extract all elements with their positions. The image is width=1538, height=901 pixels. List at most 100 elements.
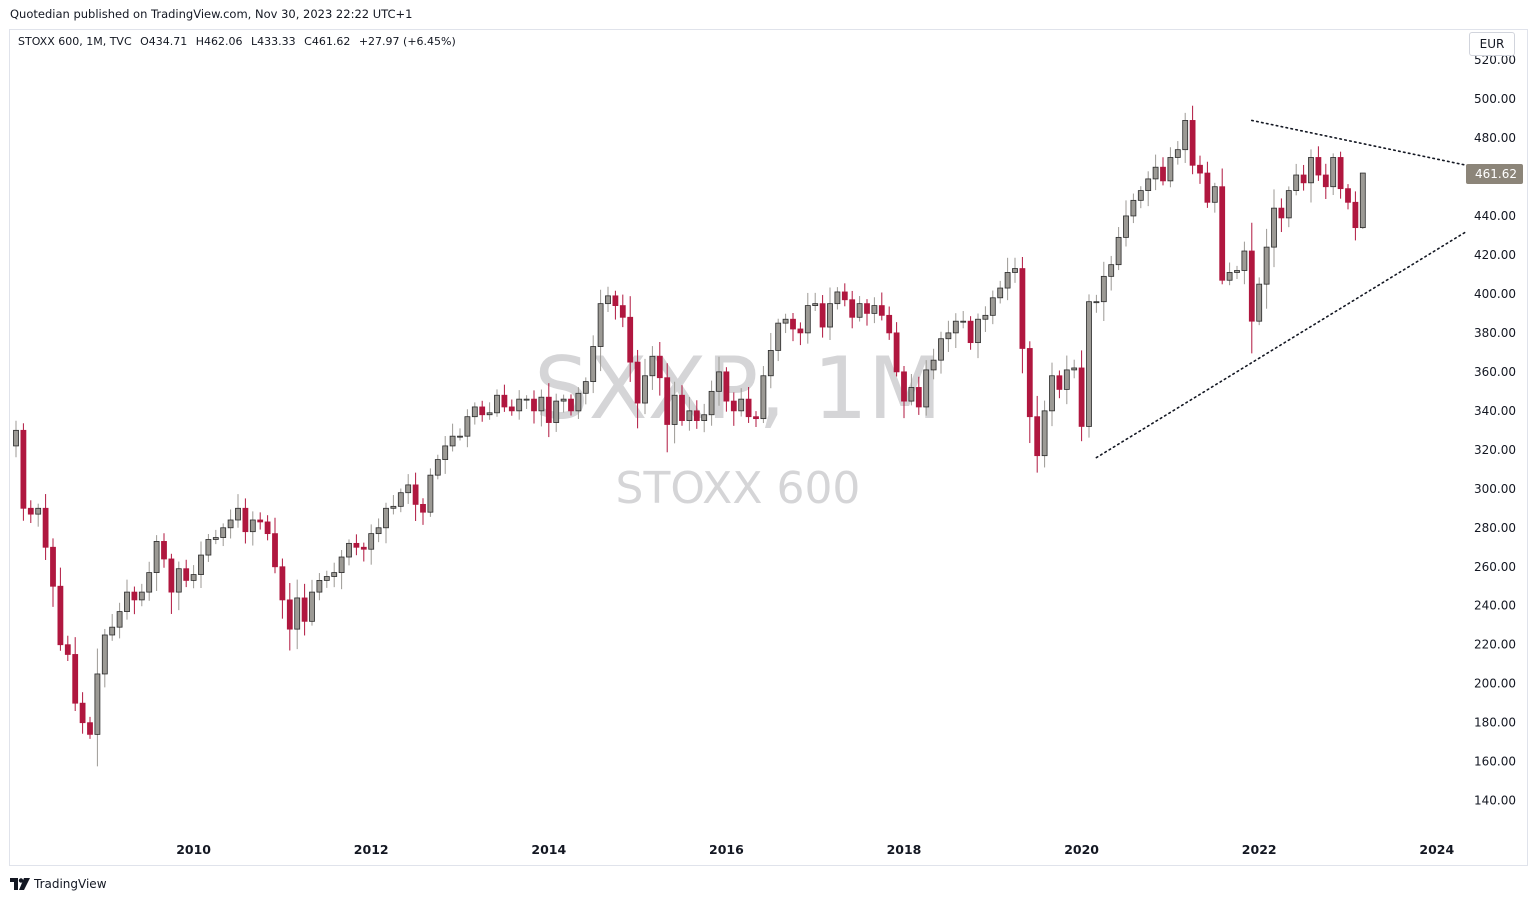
candle: [531, 390, 537, 424]
price-tick-label: 160.00: [1474, 755, 1516, 769]
candle: [738, 388, 745, 417]
candle: [886, 306, 893, 340]
symbol-legend: STOXX 600, 1M, TVC O434.71 H462.06 L433.…: [18, 35, 461, 48]
time-tick-label: 2024: [1419, 842, 1454, 857]
candle: [1241, 241, 1248, 285]
watermark: SXXP, 1M STOXX 600: [534, 339, 942, 514]
candles-layer: [13, 105, 1366, 767]
candle: [612, 290, 619, 320]
candle: [1152, 154, 1159, 191]
candle: [434, 454, 441, 480]
price-tick-label: 220.00: [1474, 638, 1516, 652]
candle: [753, 411, 759, 428]
candle: [50, 538, 56, 607]
candle: [960, 311, 967, 329]
candle: [94, 648, 101, 767]
candle: [967, 316, 974, 350]
candle: [27, 500, 34, 524]
candle: [309, 579, 315, 626]
candle: [1211, 182, 1218, 213]
candle: [375, 518, 382, 543]
candle: [1115, 227, 1122, 271]
legend-low: L433.33: [251, 35, 296, 48]
legend-change: +27.97 (+6.45%): [358, 35, 456, 48]
candle: [760, 366, 767, 424]
last-price-marker: 461.62: [1466, 164, 1523, 184]
candle: [1330, 153, 1337, 196]
candle: [198, 541, 204, 588]
candle: [1352, 191, 1359, 241]
candle: [1234, 265, 1240, 279]
candle: [1345, 184, 1351, 210]
tradingview-logo-icon: [10, 878, 30, 890]
candle: [619, 294, 626, 328]
candle: [383, 502, 389, 544]
candle: [457, 428, 463, 441]
candle: [479, 400, 486, 422]
candle: [1226, 262, 1233, 286]
candle: [582, 377, 589, 405]
candle: [634, 349, 641, 429]
price-tick-label: 400.00: [1474, 287, 1516, 301]
candle: [989, 290, 996, 325]
time-tick-label: 2018: [887, 842, 922, 857]
candle: [353, 534, 360, 556]
candle: [1322, 163, 1329, 200]
candle: [841, 283, 848, 307]
candle: [405, 474, 412, 504]
candle: [42, 494, 49, 560]
time-axis[interactable]: 2010 2012 2014 2016 2018 2020 2022 2024: [176, 842, 1454, 857]
candle: [508, 399, 515, 416]
candle: [1174, 141, 1181, 165]
candle: [686, 396, 693, 431]
candle: [13, 420, 19, 458]
currency-button[interactable]: EUR: [1469, 32, 1515, 56]
tradingview-brand[interactable]: TradingView: [34, 877, 107, 891]
candle: [368, 524, 375, 565]
candle: [1108, 255, 1115, 291]
candle: [242, 498, 249, 544]
candle: [560, 394, 567, 413]
candle: [671, 381, 678, 444]
trendline-lower[interactable]: [1095, 230, 1468, 459]
candle: [1293, 163, 1300, 196]
candle: [834, 287, 841, 310]
candle: [1145, 171, 1152, 207]
candle: [72, 637, 79, 712]
candle: [360, 542, 367, 562]
price-tick-label: 420.00: [1474, 248, 1516, 262]
candle: [161, 533, 167, 568]
candle: [1256, 277, 1263, 326]
candle: [101, 628, 108, 688]
candle: [1182, 112, 1189, 163]
candle: [1130, 193, 1137, 224]
candle: [538, 389, 545, 427]
candle: [545, 383, 552, 438]
candle: [656, 342, 663, 396]
candle: [856, 296, 863, 322]
candle: [553, 393, 560, 432]
candle: [812, 292, 819, 312]
candle: [442, 436, 449, 474]
trendline-upper[interactable]: [1251, 119, 1468, 167]
candle: [679, 385, 685, 426]
chart-pane[interactable]: [9, 29, 1528, 866]
candle: [227, 509, 234, 539]
price-tick-label: 280.00: [1474, 521, 1516, 535]
candle: [930, 348, 937, 380]
candle: [1359, 172, 1366, 229]
price-tick-label: 180.00: [1474, 716, 1516, 730]
candle: [486, 402, 493, 420]
candle: [390, 495, 397, 515]
time-tick-label: 2014: [531, 842, 566, 857]
candle: [294, 579, 301, 650]
candle: [1308, 149, 1314, 203]
time-tick-label: 2016: [709, 842, 744, 857]
candle: [708, 380, 715, 426]
candle: [124, 579, 130, 620]
candle: [1093, 294, 1100, 313]
candle: [331, 562, 338, 588]
trendlines-layer: [1095, 119, 1468, 459]
legend-symbol[interactable]: STOXX 600, 1M, TVC: [18, 35, 132, 48]
